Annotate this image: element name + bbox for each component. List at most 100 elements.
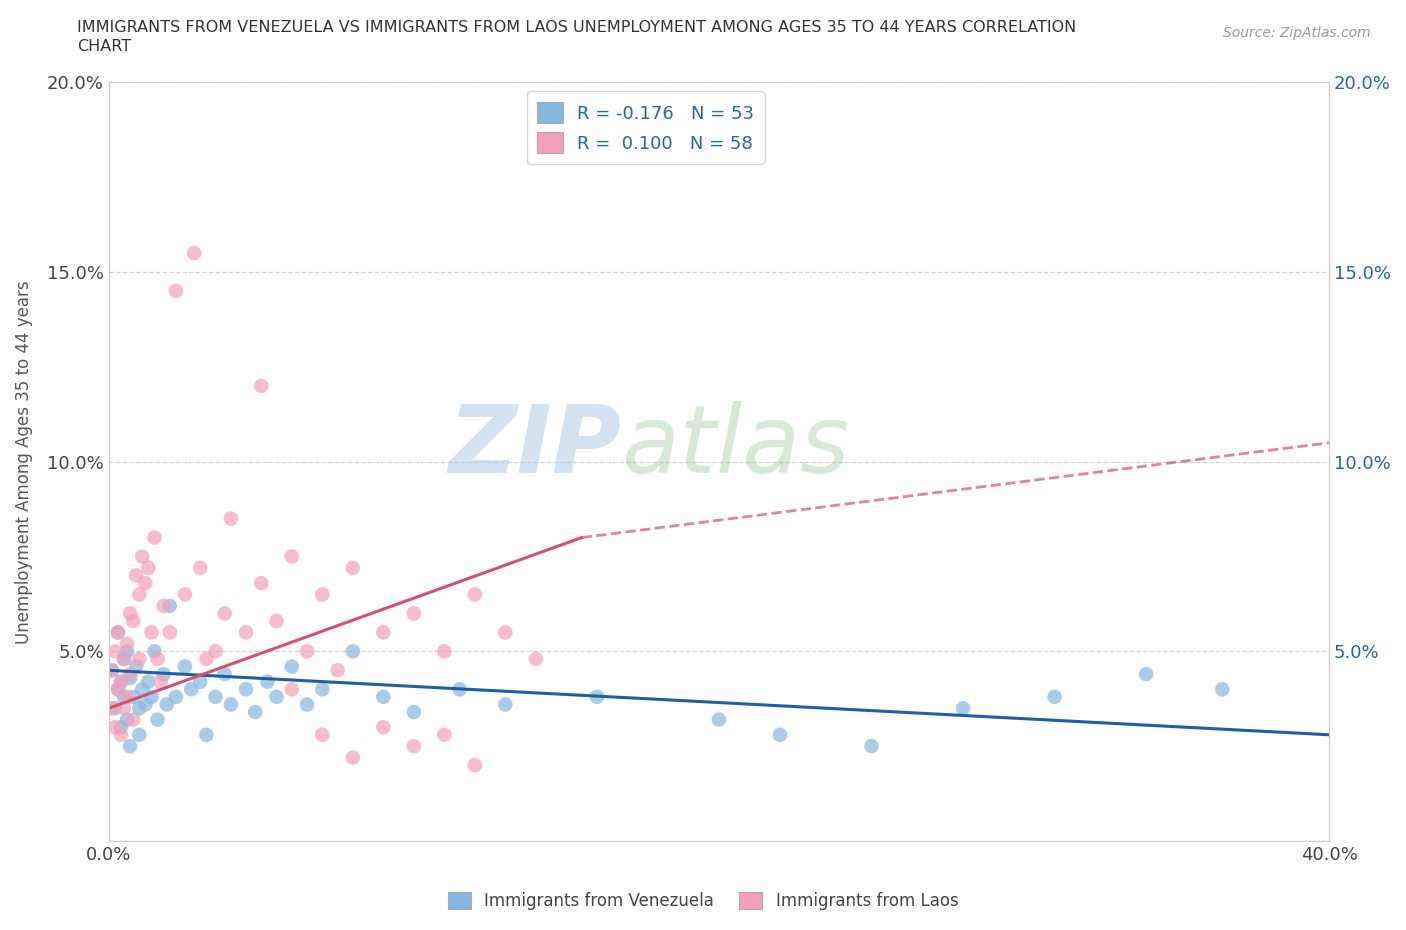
Point [266, 689, 288, 704]
Point [110, 720, 132, 735]
Point [373, 720, 395, 735]
Y-axis label: Unemployment Among Ages 35 to 44 years: Unemployment Among Ages 35 to 44 years [15, 280, 32, 644]
Point [311, 727, 333, 742]
Point [245, 705, 267, 720]
Point [143, 644, 166, 658]
Point [204, 689, 226, 704]
Point [281, 659, 304, 674]
Point [134, 576, 156, 591]
Point [128, 652, 150, 667]
Point [281, 682, 304, 697]
Point [141, 689, 163, 704]
Point [860, 738, 883, 753]
Point [112, 701, 135, 716]
Point [104, 644, 127, 658]
Point [219, 697, 242, 711]
Point [769, 727, 792, 742]
Point [125, 659, 148, 674]
Point [159, 598, 181, 613]
Point [1043, 689, 1066, 704]
Point [107, 682, 129, 697]
Point [180, 682, 202, 697]
Point [146, 652, 169, 667]
Point [152, 598, 174, 613]
Point [433, 644, 456, 658]
Point [195, 727, 218, 742]
Point [195, 652, 218, 667]
Point [138, 561, 160, 576]
Point [342, 751, 364, 765]
Point [214, 667, 236, 682]
Point [464, 758, 486, 773]
Point [524, 652, 547, 667]
Point [138, 674, 160, 689]
Point [174, 659, 197, 674]
Point [402, 738, 425, 753]
Point [120, 606, 142, 621]
Point [143, 530, 166, 545]
Point [342, 561, 364, 576]
Point [952, 701, 974, 716]
Point [125, 568, 148, 583]
Point [250, 379, 273, 393]
Point [115, 712, 138, 727]
Point [188, 674, 211, 689]
Point [494, 697, 516, 711]
Point [183, 246, 205, 260]
Point [219, 512, 242, 526]
Point [112, 652, 135, 667]
Point [122, 689, 145, 704]
Point [104, 701, 127, 716]
Point [235, 625, 257, 640]
Legend: R = -0.176   N = 53, R =  0.100   N = 58: R = -0.176 N = 53, R = 0.100 N = 58 [526, 91, 765, 164]
Point [104, 720, 127, 735]
Point [281, 549, 304, 564]
Point [204, 644, 226, 658]
Point [115, 689, 138, 704]
Point [449, 682, 471, 697]
Point [152, 667, 174, 682]
Point [256, 674, 278, 689]
Point [433, 727, 456, 742]
Point [107, 625, 129, 640]
Point [120, 738, 142, 753]
Point [122, 712, 145, 727]
Point [174, 587, 197, 602]
Point [326, 663, 349, 678]
Point [131, 682, 153, 697]
Point [107, 625, 129, 640]
Point [146, 712, 169, 727]
Point [311, 682, 333, 697]
Text: CHART: CHART [77, 39, 131, 54]
Point [464, 587, 486, 602]
Text: IMMIGRANTS FROM VENEZUELA VS IMMIGRANTS FROM LAOS UNEMPLOYMENT AMONG AGES 35 TO : IMMIGRANTS FROM VENEZUELA VS IMMIGRANTS … [77, 20, 1077, 35]
Point [134, 697, 156, 711]
Point [115, 636, 138, 651]
Point [494, 625, 516, 640]
Point [707, 712, 730, 727]
Point [120, 671, 142, 685]
Point [188, 561, 211, 576]
Point [311, 587, 333, 602]
Point [250, 576, 273, 591]
Point [112, 652, 135, 667]
Point [402, 606, 425, 621]
Point [122, 614, 145, 629]
Legend: Immigrants from Venezuela, Immigrants from Laos: Immigrants from Venezuela, Immigrants fr… [441, 885, 965, 917]
Point [586, 689, 609, 704]
Point [149, 674, 172, 689]
Point [266, 614, 288, 629]
Point [373, 625, 395, 640]
Point [373, 689, 395, 704]
Point [131, 549, 153, 564]
Point [295, 644, 318, 658]
Text: atlas: atlas [621, 401, 849, 492]
Point [110, 674, 132, 689]
Point [165, 689, 187, 704]
Point [342, 644, 364, 658]
Point [128, 701, 150, 716]
Point [295, 697, 318, 711]
Point [101, 663, 124, 678]
Point [1135, 667, 1157, 682]
Point [128, 727, 150, 742]
